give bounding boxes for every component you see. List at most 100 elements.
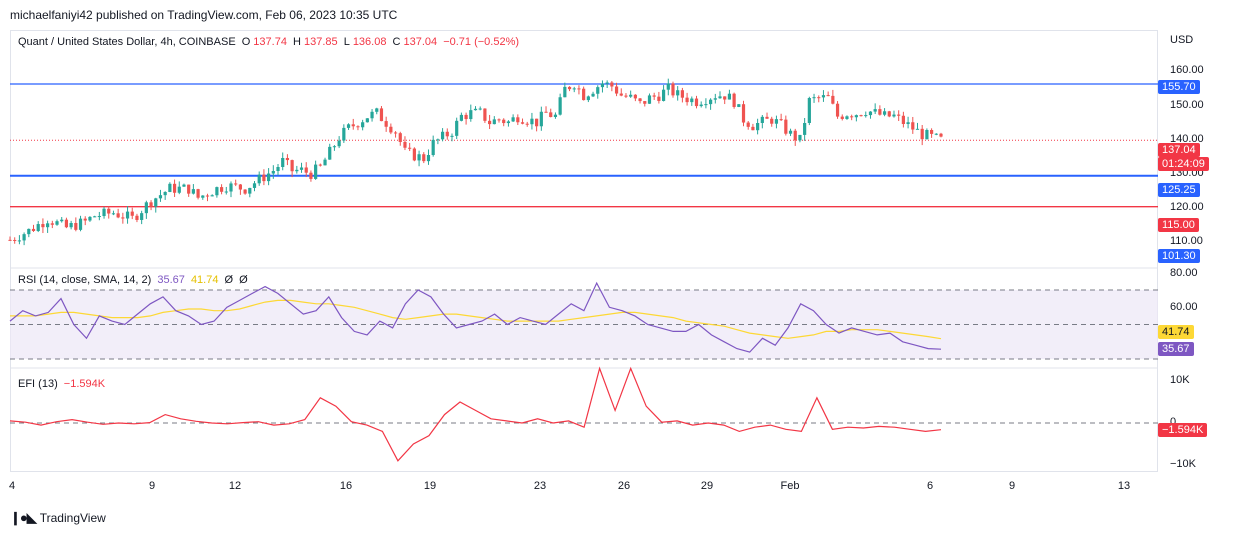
candle-body (144, 202, 148, 214)
candle-body (765, 116, 769, 119)
candle-body (737, 104, 741, 107)
candle-body (121, 217, 125, 219)
publisher-byline: michaelfaniyi42 published on TradingView… (10, 8, 398, 22)
date-tick: 6 (926, 480, 934, 492)
level-155-pill: 155.70 (1158, 80, 1200, 94)
close-label: C (392, 36, 401, 48)
candle-body (60, 219, 64, 222)
candle-body (17, 240, 22, 242)
candle-body (370, 111, 374, 119)
efi-value-pill: −1.594K (1158, 423, 1208, 437)
candle-body (596, 87, 600, 94)
candle-body (821, 95, 826, 98)
candle-body (107, 208, 111, 214)
date-tick: 16 (339, 480, 353, 492)
candle-body (172, 183, 177, 193)
candle-body (873, 109, 877, 112)
candle-body (478, 108, 482, 110)
date-tick: 26 (617, 480, 631, 492)
candle-body (704, 104, 708, 106)
rsi-legend-sma: 41.74 (190, 274, 219, 286)
candle-body (299, 167, 304, 170)
candle-body (694, 98, 699, 107)
tradingview-logo[interactable]: ❙●◣ TradingView (10, 510, 106, 526)
candle-body (760, 116, 764, 123)
candle-body (27, 228, 31, 235)
close-value: 137.04 (403, 36, 438, 48)
candle-body (831, 95, 835, 104)
candle-body (690, 98, 694, 103)
candle-body (788, 130, 793, 134)
change-value: −0.71 (−0.52%) (443, 36, 520, 48)
candle-body (845, 116, 849, 119)
candle-body (46, 223, 50, 228)
candle-body (238, 184, 242, 190)
candle-body (657, 96, 661, 101)
candle-body (549, 112, 553, 118)
rsi-line (9, 281, 942, 353)
candle-body (31, 228, 36, 231)
candle-body (116, 213, 120, 218)
candle-body (375, 108, 379, 112)
candle-body (854, 115, 858, 118)
date-tick: Feb (780, 480, 800, 492)
tradingview-logo-icon: ❙●◣ (10, 510, 37, 525)
candle-body (125, 211, 130, 219)
candle-body (182, 184, 186, 187)
candle-body (69, 222, 73, 228)
candle-body (530, 118, 534, 125)
candle-body (539, 111, 543, 127)
candle-body (812, 97, 816, 99)
date-tick: 12 (228, 480, 242, 492)
candle-body (699, 104, 703, 107)
efi-tick: 0 (1170, 416, 1177, 428)
candle-body (177, 186, 181, 193)
candle-body (892, 114, 896, 117)
rsi-title[interactable]: RSI (14, close, SMA, 14, 2) (18, 274, 152, 286)
candle-body (328, 146, 332, 160)
candle-body (262, 174, 266, 182)
candle-body (897, 114, 901, 116)
efi-tick: 10K (1170, 374, 1190, 386)
price-tick: 150.00 (1170, 99, 1204, 111)
candle-body (384, 121, 388, 127)
price-tick: 110.00 (1170, 235, 1203, 247)
candle-body (252, 183, 257, 188)
candle-body (356, 126, 360, 128)
candle-body (582, 88, 586, 101)
candle-body (93, 216, 97, 218)
symbol-title[interactable]: Quant / United States Dollar, 4h, COINBA… (18, 36, 236, 48)
candle-body (271, 171, 275, 174)
candle-body (459, 114, 463, 121)
candle-body (633, 94, 637, 99)
candle-body (191, 189, 195, 194)
efi-legend: EFI (13) −1.594K (18, 378, 108, 390)
candle-body (784, 119, 788, 134)
candle-body (22, 234, 26, 241)
candle-body (511, 117, 515, 122)
candle-body (859, 115, 863, 117)
candle-body (882, 111, 887, 115)
candle-body (445, 131, 449, 137)
rsi-legend: RSI (14, close, SMA, 14, 2) 35.67 41.74 … (18, 274, 251, 286)
candle-body (365, 118, 369, 123)
candle-body (779, 119, 783, 121)
candle-body (403, 141, 407, 148)
candle-body (643, 101, 647, 104)
rsi-tick: 60.00 (1170, 301, 1198, 313)
candle-body (911, 122, 915, 130)
chart-frame[interactable] (10, 30, 1158, 472)
candle-body (756, 122, 760, 131)
efi-title[interactable]: EFI (13) (18, 378, 58, 390)
level-125-pill: 125.25 (1158, 183, 1200, 197)
candle-body (746, 122, 750, 127)
candle-body (163, 191, 167, 196)
open-value: 137.74 (253, 36, 287, 48)
candle-body (158, 195, 163, 199)
candle-body (619, 93, 623, 96)
candle-body (219, 187, 224, 192)
candle-body (600, 83, 605, 88)
candle-body (723, 96, 727, 100)
candle-body (210, 195, 214, 197)
